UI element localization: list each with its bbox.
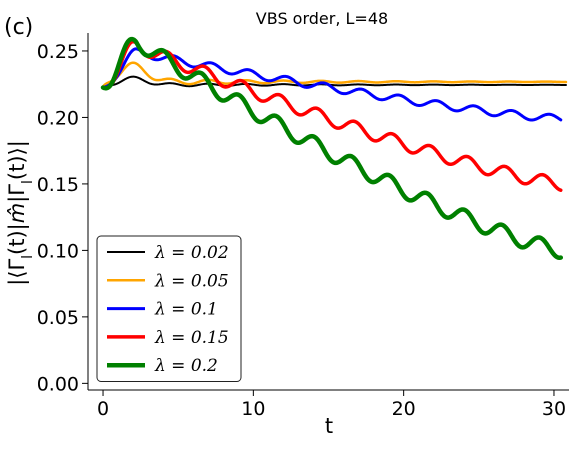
x-axis-label: t: [325, 414, 333, 438]
legend-label-1: λ = 0.05: [154, 271, 229, 291]
legend-label-2: λ = 0.1: [154, 300, 218, 320]
series-line-4: [100, 36, 564, 261]
y-tick-label: 0.00: [37, 373, 79, 395]
panel-label: (c): [4, 15, 33, 40]
x-tick-label: 10: [241, 398, 265, 420]
legend-label-4: λ = 0.2: [154, 356, 218, 376]
x-tick-label: 20: [392, 398, 416, 420]
y-tick-label: 0.05: [37, 307, 79, 329]
y-tick-label: 0.15: [37, 174, 79, 196]
chart-title: VBS order, L=48: [256, 9, 388, 28]
series-line-0: [102, 75, 567, 89]
legend-label-0: λ = 0.02: [154, 243, 229, 263]
y-tick-label: 0.20: [37, 107, 79, 129]
series-line-3: [101, 39, 563, 192]
x-tick-label: 0: [97, 398, 109, 420]
x-tick-label: 30: [542, 398, 566, 420]
legend: λ = 0.02 λ = 0.05 λ = 0.1 λ = 0.15 λ = 0.2: [96, 235, 242, 382]
series-line-1: [101, 61, 568, 88]
series-line-2: [101, 47, 563, 122]
y-tick-label: 0.25: [37, 41, 79, 63]
plot-area: [100, 36, 568, 261]
legend-box: [96, 235, 242, 382]
y-axis-label: |⟨Γl(t)|m̂|Γl(t)⟩|: [5, 140, 36, 286]
y-tick-label: 0.10: [37, 240, 79, 262]
axes: 0.00 0.05 0.10 0.15 0.20 0.25 0 10 20 30: [37, 33, 569, 420]
legend-label-3: λ = 0.15: [154, 328, 229, 348]
